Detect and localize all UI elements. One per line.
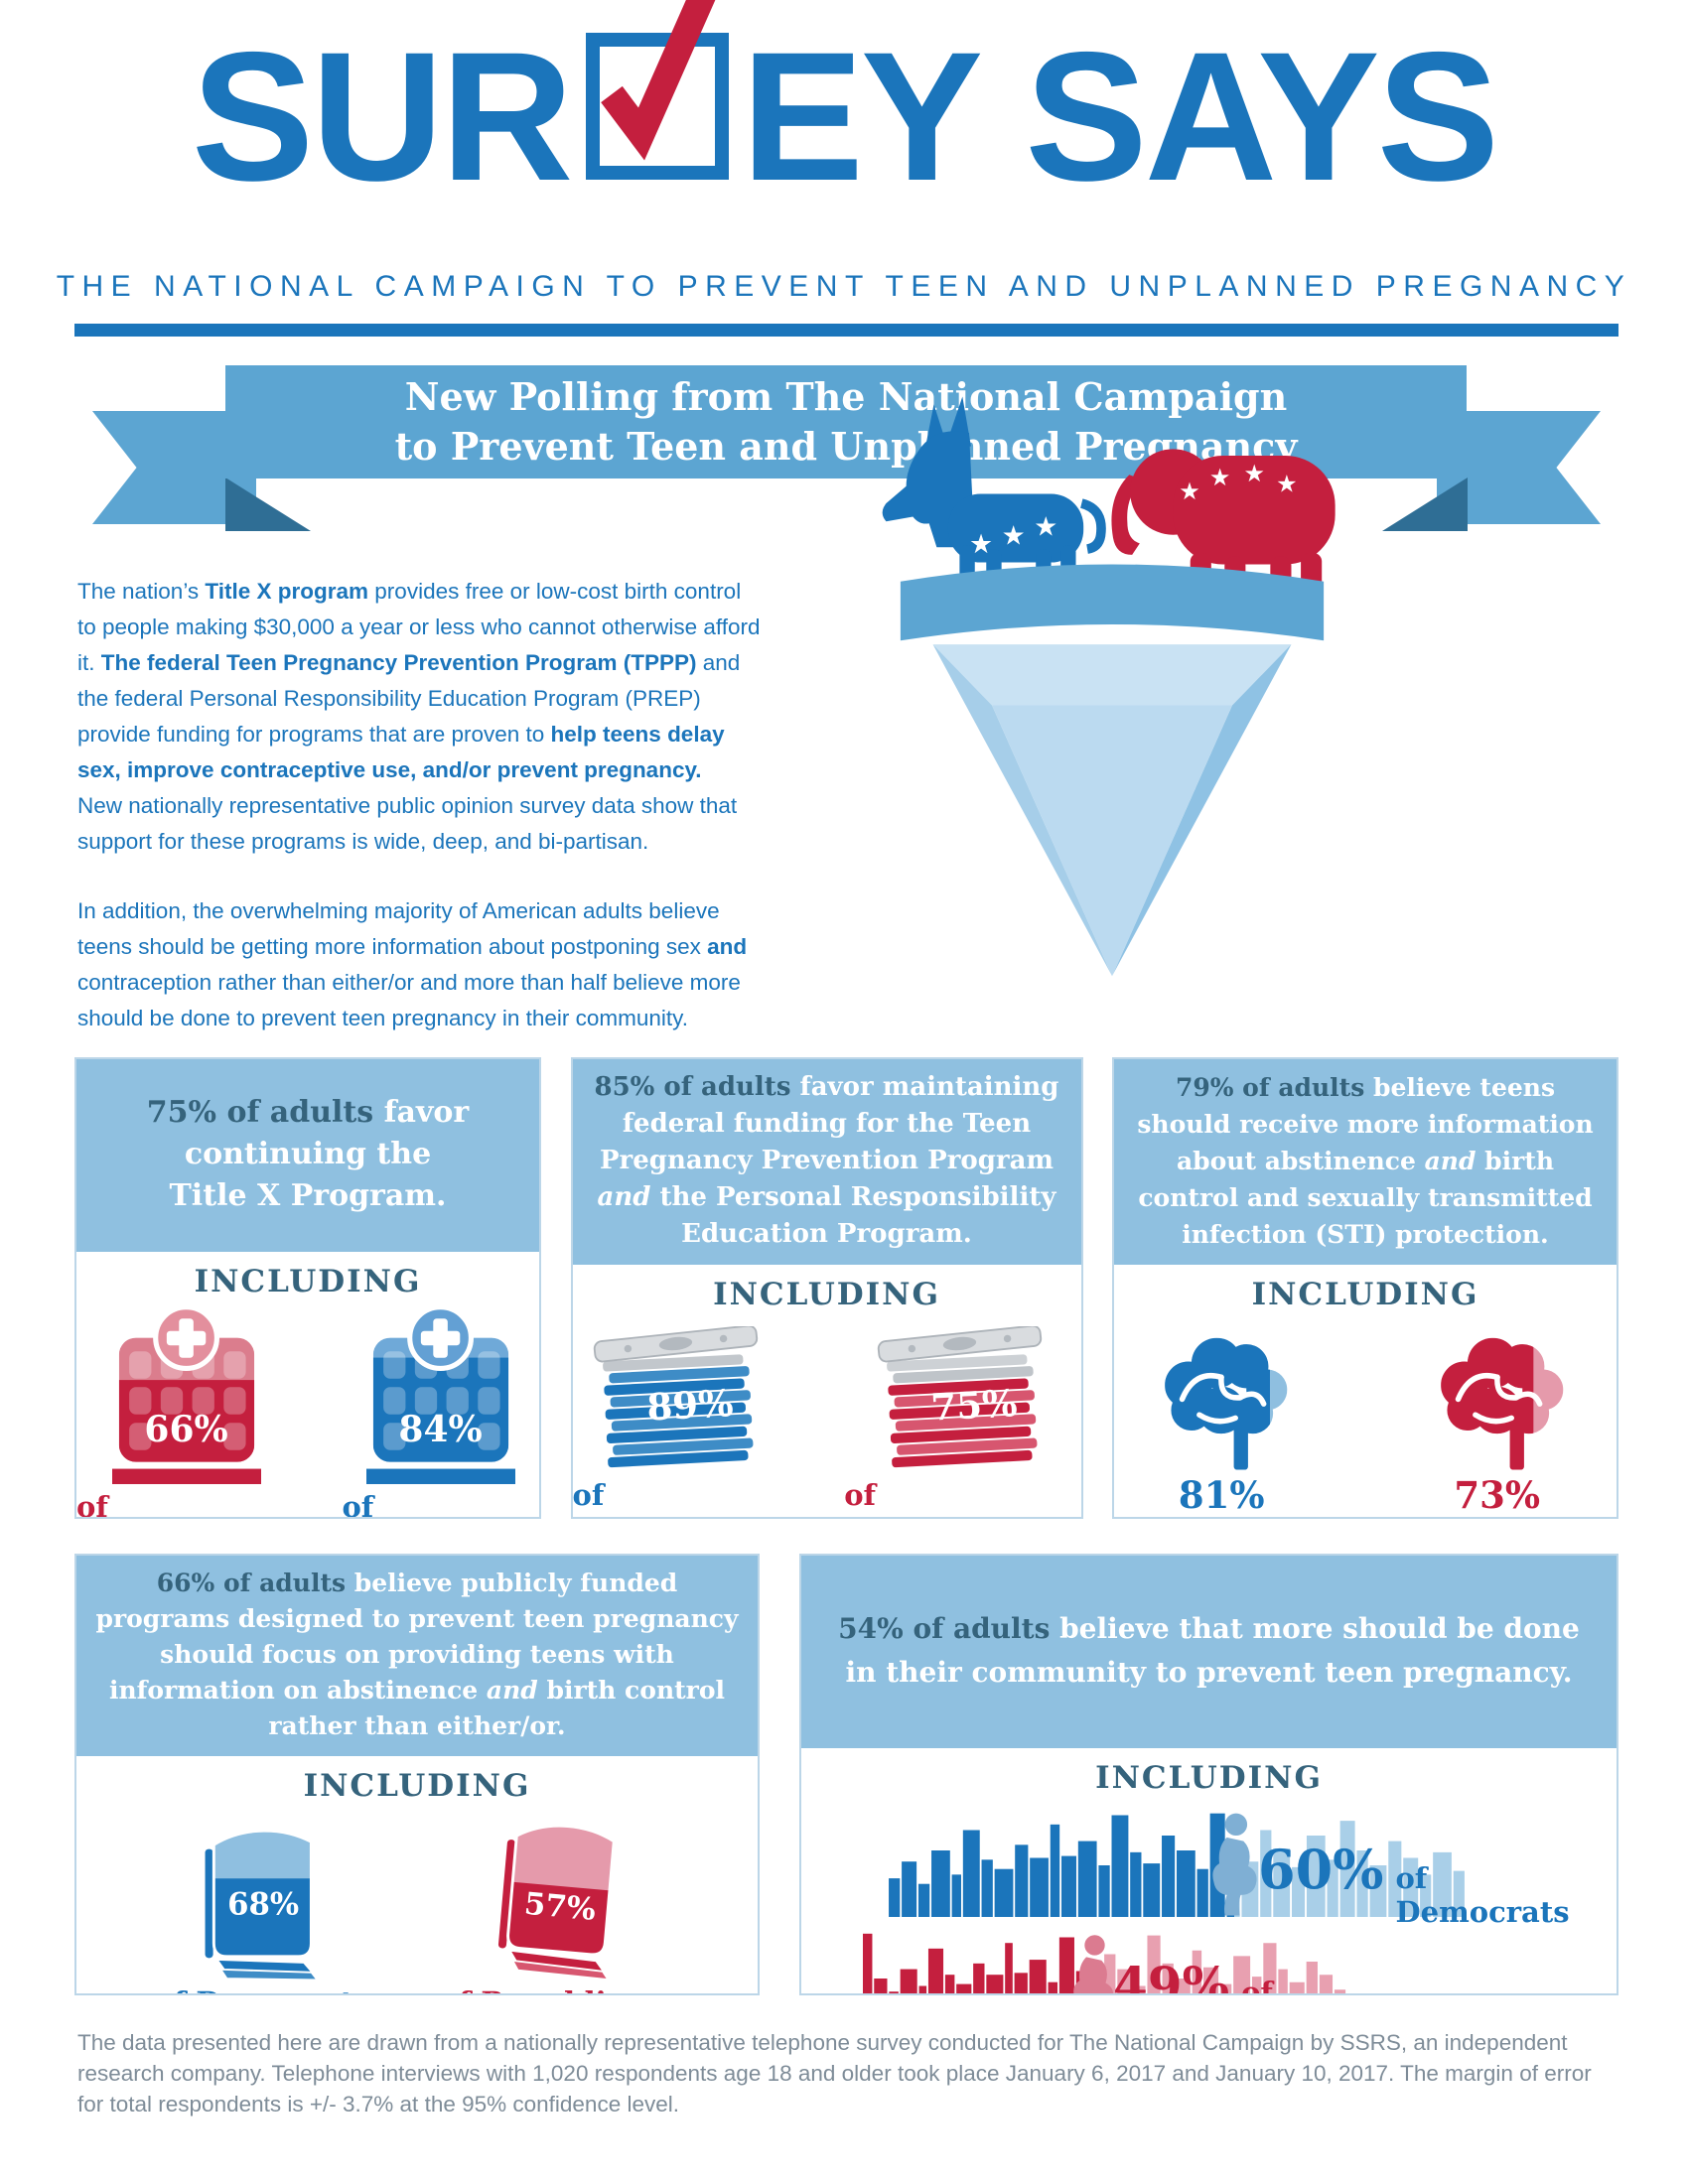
- stat-democrats: 68% of Democrats: [155, 1813, 370, 1993]
- calendar-medical-icon: 66%: [111, 1305, 261, 1484]
- stat-label: of Democrats: [155, 1985, 370, 1993]
- stat-republicans: 57% of Republicans: [440, 1808, 680, 1993]
- stat-value: 84%: [398, 1409, 482, 1450]
- ribbon-text: New Polling from The National Campaign t…: [225, 365, 1467, 478]
- intro-paragraph-2: In addition, the overwhelming majority o…: [77, 898, 748, 1030]
- stat-headline: 54% of adults believe that more should b…: [838, 1612, 1580, 1689]
- svg-text:★: ★: [1002, 520, 1026, 551]
- stat-label: of Republicans: [440, 1985, 680, 1993]
- stat-value: 57%: [522, 1886, 597, 1928]
- including-label: INCLUDING: [1095, 1760, 1323, 1796]
- panel-headline-band: 85% of adults favor maintaining federal …: [572, 1059, 1081, 1265]
- stat-label: of Democrats: [1395, 1861, 1570, 1929]
- svg-text:★: ★: [1209, 464, 1231, 491]
- stat-value: 66%: [144, 1409, 227, 1450]
- including-label: INCLUDING: [713, 1277, 940, 1312]
- stat-democrats: 81% of Democrats: [1117, 1322, 1326, 1519]
- stat-value: 60%: [1258, 1838, 1384, 1901]
- brain-icon: [1440, 1337, 1564, 1470]
- footer-note: The data presented here are drawn from a…: [77, 2030, 1592, 2116]
- stat-headline: 79% of adults believe teens should recei…: [1137, 1073, 1594, 1249]
- title-checkbox: [586, 0, 730, 180]
- pregnant-woman-icon: [1212, 1813, 1257, 1916]
- banner-ribbon-icon: [900, 564, 1325, 641]
- stat-headline: 75% of adults favor continuing the Title…: [146, 1095, 470, 1213]
- stat-panel-abstinence-and-birth-control: 66% of adults believe publicly funded pr…: [74, 1554, 760, 1995]
- stat-label: of Democrats: [572, 1477, 747, 1517]
- svg-text:★: ★: [969, 529, 993, 560]
- stat-democrats: 84% of Democrats: [342, 1305, 539, 1519]
- stat-label: of Democrats: [1117, 1517, 1326, 1519]
- svg-text:★: ★: [1276, 471, 1298, 498]
- panel-headline-band: 75% of adults favor continuing the Title…: [76, 1059, 539, 1252]
- stat-republicans: 75% of Republicans: [844, 1326, 1080, 1517]
- pregnant-woman-icon: [1073, 1935, 1114, 1993]
- svg-text:★: ★: [1034, 512, 1057, 543]
- party-mascots-graphic: ★ ★ ★ ★ ★ ★ ★: [874, 385, 1350, 1020]
- svg-text:★: ★: [1179, 478, 1200, 505]
- including-label: INCLUDING: [303, 1768, 531, 1804]
- title-text-right: EY SAYS: [741, 15, 1499, 219]
- stat-republicans: 66% of Republicans: [76, 1305, 296, 1519]
- stat-headline: 66% of adults believe publicly funded pr…: [95, 1569, 739, 1740]
- ribbon-banner: New Polling from The National Campaign t…: [74, 365, 1618, 536]
- stat-republicans: 73% of Republicans: [1381, 1322, 1614, 1519]
- stat-label: of Republicans: [76, 1489, 108, 1519]
- stat-label: of Republicans: [1381, 1517, 1614, 1519]
- svg-text:★: ★: [1243, 460, 1265, 487]
- money-stack-icon: 89%: [594, 1326, 759, 1468]
- stat-value: 49%: [1113, 1956, 1230, 1995]
- book-icon: 57%: [497, 1822, 616, 1980]
- intro-paragraph-1: The nation’s Title X program provides fr…: [77, 579, 761, 854]
- stat-panel-more-information: 79% of adults believe teens should recei…: [1112, 1057, 1618, 1519]
- stat-panel-community: 54% of adults believe that more should b…: [799, 1554, 1618, 1995]
- stat-headline: 85% of adults favor maintaining federal …: [594, 1072, 1059, 1249]
- stat-value: 81%: [1178, 1473, 1265, 1518]
- divider-rule: [74, 324, 1618, 337]
- ribbon-fold-left: [225, 478, 311, 531]
- stat-value: 73%: [1454, 1473, 1541, 1518]
- stat-label: of Republicans: [1241, 1976, 1273, 1995]
- stat-label: of Democrats: [342, 1489, 374, 1519]
- stat-democrats: 89% of Democrats: [572, 1326, 785, 1517]
- panel-headline-band: 66% of adults believe publicly funded pr…: [76, 1556, 758, 1756]
- panel-headline-band: 79% of adults believe teens should recei…: [1114, 1059, 1617, 1265]
- checkmark-icon: [601, 0, 716, 161]
- diamond-icon: [932, 644, 1292, 977]
- city-skyline-icon: [889, 1813, 1465, 1918]
- intro-text: The nation’s Title X program provides fr…: [77, 574, 862, 1070]
- stat-label: of Republicans: [844, 1477, 1043, 1517]
- including-label: INCLUDING: [194, 1264, 422, 1299]
- stat-value: 89%: [646, 1381, 735, 1429]
- panel-headline-band: 54% of adults believe that more should b…: [801, 1556, 1617, 1748]
- title-text-left: SUR: [191, 15, 574, 219]
- stat-democrats: 60% of Democrats: [889, 1808, 1570, 1929]
- stat-panel-row-2: 66% of adults believe publicly funded pr…: [74, 1554, 1618, 1995]
- calendar-medical-icon: 84%: [365, 1305, 515, 1484]
- subtitle: THE NATIONAL CAMPAIGN TO PREVENT TEEN AN…: [56, 270, 1632, 303]
- including-label: INCLUDING: [1251, 1277, 1479, 1312]
- stat-republicans: 49% of Republicans: [863, 1930, 1349, 1995]
- stat-panel-title-x: 75% of adults favor continuing the Title…: [74, 1057, 541, 1519]
- stat-value: 68%: [227, 1886, 299, 1922]
- city-skyline-icon: [863, 1934, 1346, 1993]
- book-icon: 68%: [205, 1829, 319, 1981]
- stat-panel-federal-funding: 85% of adults favor maintaining federal …: [570, 1057, 1083, 1519]
- page-title: SUR EY SAYS: [0, 0, 1688, 219]
- ribbon-line-1: New Polling from The National Campaign: [404, 374, 1288, 419]
- brain-icon: [1165, 1337, 1288, 1470]
- money-stack-icon: 75%: [878, 1326, 1043, 1468]
- stat-panel-row-1: 75% of adults favor continuing the Title…: [74, 1057, 1618, 1519]
- stat-value: 75%: [930, 1381, 1019, 1429]
